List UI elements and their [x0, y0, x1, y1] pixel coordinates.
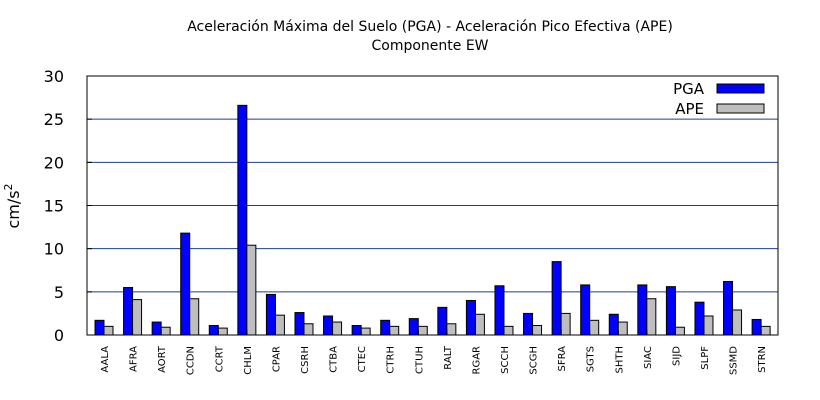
bar-pga-scgh [523, 312, 534, 336]
bar-pga-cpar [265, 293, 276, 336]
x-tick-label: RGAR [471, 346, 482, 375]
y-tick-label: 20 [44, 153, 64, 172]
grid-lines [87, 118, 778, 293]
bar-ape-csrh [303, 323, 314, 336]
bar-ape-ctec [360, 327, 371, 336]
y-tick-label: 5 [54, 283, 64, 302]
bar-ape-sijd [674, 326, 685, 336]
bar-ape-aala [103, 325, 114, 336]
bar-pga-sgts [580, 284, 591, 336]
x-tick-label: CCRT [214, 345, 225, 372]
x-tick-label: CCDN [186, 346, 197, 375]
bar-pga-strn [751, 318, 762, 336]
bar-ape-slpf [703, 315, 714, 336]
bar-ape-ssmd [732, 309, 743, 336]
y-ticks: 0 5 10 15 20 25 30 [44, 67, 92, 345]
bar-ape-aort [160, 326, 171, 336]
plot-frame [86, 75, 779, 336]
bar-pga-slpf [694, 301, 705, 336]
bar-pga-ctrh [380, 319, 391, 336]
x-ticks: AALA AFRA AORT CCDN CCRT CHLM CPAR CSRH CTBA CTEC… [100, 330, 768, 375]
bar-ape-siac [646, 298, 657, 336]
x-tick-label: CPAR [271, 346, 282, 372]
bar-pga-chlm [237, 104, 248, 336]
bar-pga-csrh [294, 312, 305, 336]
x-tick-label: CSRH [300, 346, 311, 374]
bar-pga-ctec [351, 325, 362, 336]
x-tick-label: CHLM [243, 346, 254, 375]
bar-pga-ccdn [180, 232, 191, 336]
legend-swatch-ape [716, 103, 765, 114]
x-tick-label: CTRH [386, 346, 397, 374]
y-axis-label: cm/s2 [2, 183, 23, 228]
bar-pga-scch [494, 285, 505, 336]
x-tick-label: SCCH [500, 346, 511, 374]
bar-pga-ctuh [408, 318, 419, 336]
x-tick-label: SFRA [557, 346, 568, 372]
x-tick-label: SCGH [529, 346, 540, 375]
bar-ape-ctuh [417, 325, 428, 336]
bar-ape-ralt [446, 323, 457, 336]
x-tick-label: SIJD [671, 346, 682, 366]
y-tick-label: 15 [44, 197, 64, 216]
x-tick-label: SSMD [729, 346, 740, 375]
bar-ape-chlm [246, 244, 257, 336]
legend-label-ape: APE [675, 100, 704, 118]
bar-ape-shth [617, 321, 628, 336]
y-axis-label-exponent: 2 [2, 183, 15, 190]
bar-pga-ralt [437, 306, 448, 336]
bar-ape-ccrt [217, 327, 228, 336]
bar-ape-sfra [560, 312, 571, 336]
legend: PGA APE [673, 80, 765, 118]
bar-pga-aort [151, 321, 162, 336]
x-tick-label: STRN [757, 346, 768, 373]
bar-ape-ctba [332, 321, 343, 336]
x-tick-label: CTUH [414, 346, 425, 374]
bar-pga-aala [94, 319, 105, 336]
bar-pga-siac [637, 284, 648, 336]
y-axis-label-unit: cm/s [4, 190, 23, 228]
bar-pga-sijd [665, 286, 676, 336]
x-tick-label: SGTS [586, 346, 597, 372]
bar-ape-afra [132, 299, 143, 336]
x-tick-label: CTBA [329, 346, 340, 373]
y-tick-label: 0 [54, 326, 64, 345]
bar-ape-sgts [589, 319, 600, 336]
bar-ape-scgh [532, 325, 543, 336]
chart-subtitle: Componente EW [371, 38, 488, 54]
bar-ape-ctrh [389, 325, 400, 336]
y-tick-label: 25 [44, 110, 64, 129]
y-tick-label: 30 [44, 67, 64, 86]
x-tick-label: AORT [157, 345, 168, 373]
x-tick-label: SIAC [643, 346, 654, 369]
y-tick-label: 10 [44, 240, 64, 259]
x-tick-label: AALA [100, 346, 111, 373]
x-tick-label: SLPF [700, 346, 711, 370]
bar-pga-ccrt [208, 325, 219, 336]
legend-swatch-pga [716, 83, 765, 94]
bar-pga-shth [608, 313, 619, 336]
bar-ape-strn [760, 325, 771, 336]
bar-pga-ssmd [723, 280, 734, 336]
bar-ape-cpar [274, 314, 285, 336]
bar-pga-rgar [465, 299, 476, 336]
bar-pga-sfra [551, 261, 562, 336]
bar-pga-ctba [323, 315, 334, 336]
bars [94, 104, 771, 336]
bar-ape-ccdn [189, 298, 200, 336]
legend-label-pga: PGA [673, 80, 705, 98]
bar-ape-rgar [474, 313, 485, 336]
x-tick-label: CTEC [357, 346, 368, 372]
x-tick-label: RALT [443, 345, 454, 370]
x-tick-label: SHTH [614, 346, 625, 374]
chart-title: Aceleración Máxima del Suelo (PGA) - Ace… [187, 19, 673, 35]
bar-pga-afra [123, 287, 134, 336]
bar-ape-scch [503, 325, 514, 336]
x-tick-label: AFRA [129, 346, 140, 372]
